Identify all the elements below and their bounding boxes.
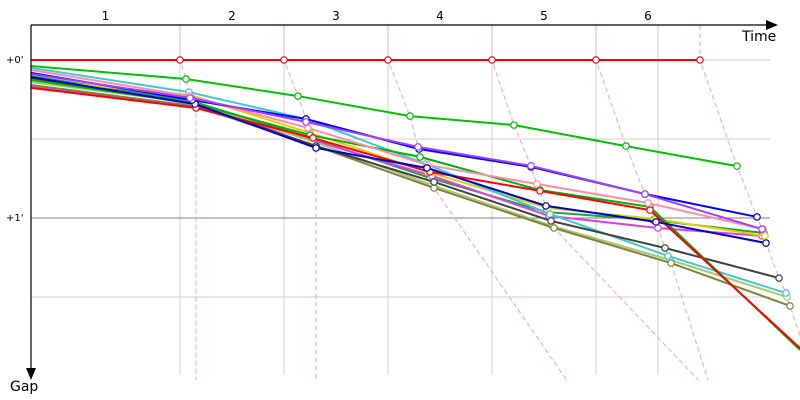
data-point: [786, 302, 794, 310]
data-point: [762, 239, 770, 247]
data-point: [696, 56, 704, 64]
data-point: [536, 187, 544, 195]
series-line: [31, 79, 800, 351]
data-point: [488, 56, 496, 64]
lap-label: 5: [540, 9, 548, 23]
data-point: [753, 213, 761, 221]
y-axis-arrow: [26, 368, 36, 380]
data-point: [542, 202, 550, 210]
data-point: [176, 56, 184, 64]
data-point: [430, 184, 438, 192]
data-point: [761, 232, 769, 240]
lap-label: 6: [644, 9, 652, 23]
series: [31, 72, 766, 233]
data-point: [733, 162, 741, 170]
x-axis-arrow: [766, 20, 778, 30]
tick-labels: 1 2 3 4 5 6 +0' +1': [6, 9, 652, 224]
series-lines: [31, 56, 800, 351]
data-point: [309, 134, 317, 142]
y-tick-label: +0': [6, 55, 24, 66]
data-point: [510, 121, 518, 129]
lap-connector-line: [283, 25, 317, 380]
data-point: [664, 252, 672, 260]
data-point: [550, 224, 558, 232]
data-point: [782, 289, 790, 297]
lap-label: 3: [332, 9, 340, 23]
y-tick-label: +1': [6, 213, 24, 224]
data-point: [414, 143, 422, 151]
lap-label: 2: [228, 9, 236, 23]
data-point: [304, 124, 312, 132]
lap-connector-line: [699, 25, 800, 338]
series: [31, 76, 783, 282]
data-point: [182, 75, 190, 83]
data-point: [661, 244, 669, 252]
data-point: [533, 180, 541, 188]
data-point: [384, 56, 392, 64]
data-point: [622, 142, 630, 150]
data-point: [423, 164, 431, 172]
data-point: [641, 190, 649, 198]
lap-label: 4: [436, 9, 444, 23]
grid: [31, 25, 770, 375]
axes: Time Gap: [10, 20, 778, 395]
series: [31, 56, 704, 64]
data-point: [406, 112, 414, 120]
series: [31, 65, 741, 170]
data-point: [592, 56, 600, 64]
lap-connectors: [179, 25, 800, 380]
data-point: [280, 56, 288, 64]
data-point: [758, 225, 766, 233]
data-point: [644, 199, 652, 207]
data-point: [652, 218, 660, 226]
series: [31, 79, 800, 351]
y-axis-title: Gap: [10, 379, 38, 395]
data-point: [667, 259, 675, 267]
series: [31, 76, 770, 247]
data-point: [646, 206, 654, 214]
data-point: [302, 118, 310, 126]
data-point: [546, 210, 554, 218]
data-point: [430, 178, 438, 186]
data-point: [654, 224, 662, 232]
lap-label: 1: [102, 9, 110, 23]
data-point: [312, 144, 320, 152]
data-point: [527, 162, 535, 170]
data-point: [775, 274, 783, 282]
x-axis-title: Time: [741, 29, 776, 45]
data-point: [547, 217, 555, 225]
data-point: [416, 153, 424, 161]
data-point: [186, 94, 194, 102]
data-point: [294, 92, 302, 100]
